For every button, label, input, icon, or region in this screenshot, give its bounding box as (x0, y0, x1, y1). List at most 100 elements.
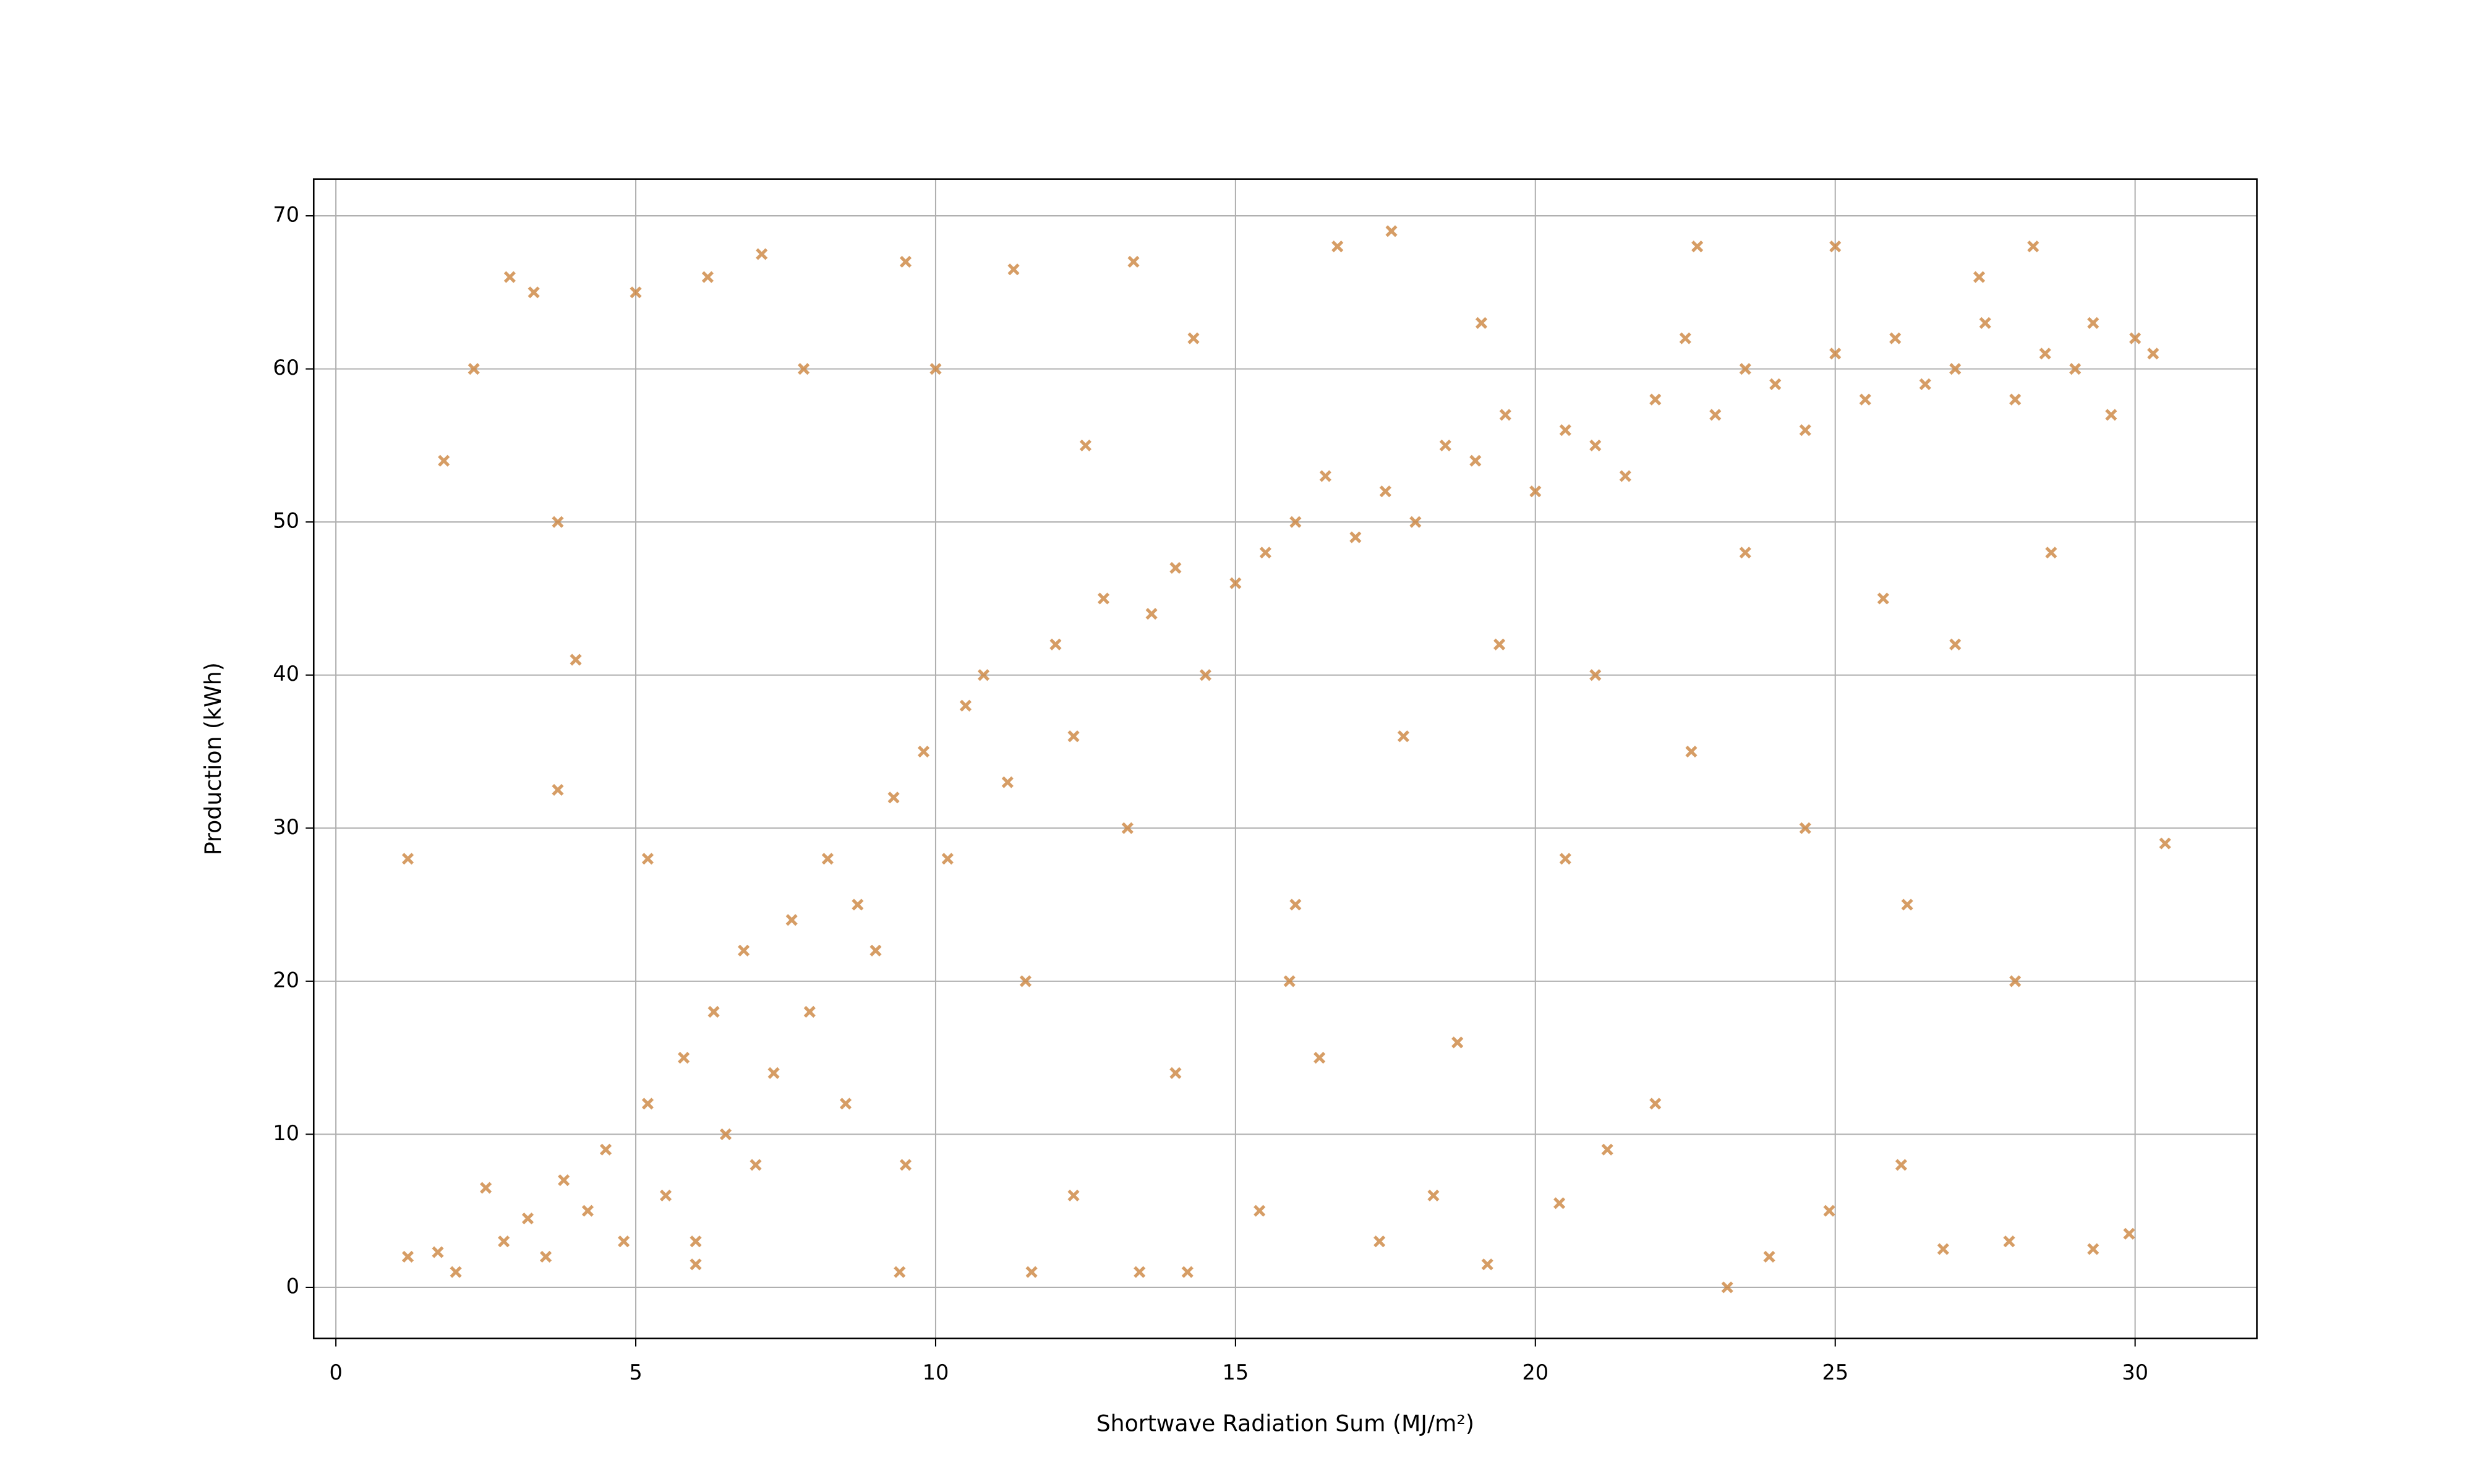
point (521, 1212, 534, 1225)
point-stroke (894, 1266, 906, 1278)
point-stroke (1289, 898, 1302, 911)
point (1439, 439, 1451, 451)
point-stroke (1254, 1205, 1266, 1217)
point (1553, 1197, 1566, 1209)
point-stroke (1079, 439, 1092, 451)
point (690, 1235, 702, 1248)
point-stroke (1589, 669, 1602, 681)
x-tick-label: 15 (1222, 1360, 1249, 1384)
point-stroke (2159, 837, 2171, 850)
point (701, 271, 714, 283)
point (1121, 822, 1134, 834)
grid (314, 179, 2257, 1339)
point (1493, 638, 1506, 650)
point (1763, 1250, 1775, 1263)
point-stroke (917, 745, 930, 758)
point (785, 914, 798, 926)
point (803, 1005, 816, 1018)
point-stroke (1289, 516, 1302, 528)
point-stroke (1721, 1281, 1733, 1294)
point-stroke (521, 1212, 534, 1225)
point (1769, 378, 1782, 390)
point-stroke (539, 1250, 552, 1263)
y-tick-label: 60 (273, 356, 299, 380)
point (678, 1052, 690, 1064)
point-stroke (1169, 1067, 1182, 1079)
point-stroke (2087, 317, 2099, 329)
point-stroke (1127, 255, 1140, 268)
point (1739, 547, 1751, 559)
x-tick-label: 10 (923, 1360, 949, 1384)
point (468, 363, 480, 375)
point (719, 1128, 732, 1141)
point-stroke (1385, 225, 1398, 237)
point (1559, 424, 1571, 437)
point (1331, 240, 1344, 253)
point-stroke (1763, 1250, 1775, 1263)
point (1601, 1143, 1613, 1156)
point-stroke (690, 1235, 702, 1248)
point-stroke (1007, 263, 1020, 276)
point-stroke (2027, 240, 2039, 253)
point-stroke (1187, 332, 1200, 344)
point (869, 944, 882, 957)
point-stroke (1199, 669, 1211, 681)
point-stroke (1469, 454, 1482, 467)
point-stroke (1283, 975, 1296, 987)
point (1937, 1243, 1949, 1255)
point (1649, 1098, 1662, 1110)
point-stroke (1877, 592, 1889, 605)
point (552, 516, 564, 528)
point-stroke (1739, 363, 1751, 375)
point (401, 853, 414, 865)
point-stroke (498, 1235, 510, 1248)
point (1685, 745, 1698, 758)
point-stroke (1313, 1052, 1326, 1064)
point (839, 1098, 852, 1110)
point-stroke (1331, 240, 1344, 253)
point-stroke (798, 363, 810, 375)
point-stroke (1619, 470, 1631, 482)
point-stroke (839, 1098, 852, 1110)
marks (401, 225, 2171, 1294)
point (2045, 547, 2057, 559)
point (2003, 1235, 2015, 1248)
point-stroke (570, 654, 582, 666)
point-stroke (899, 255, 912, 268)
point-stroke (852, 898, 864, 911)
x-tick-label: 25 (1822, 1360, 1848, 1384)
point-stroke (1769, 378, 1782, 390)
point (1313, 1052, 1326, 1064)
point-stroke (959, 699, 972, 712)
x-axis-label: Shortwave Radiation Sum (MJ/m²) (1096, 1410, 1474, 1436)
x-tick-label: 20 (1522, 1360, 1548, 1384)
point-stroke (1679, 332, 1691, 344)
y-tick-label: 30 (273, 815, 299, 839)
point-stroke (1067, 1189, 1080, 1202)
point (2147, 348, 2159, 360)
point (1001, 776, 1014, 788)
point-stroke (2009, 975, 2022, 987)
point-stroke (581, 1205, 594, 1217)
point (1349, 531, 1362, 544)
point (798, 363, 810, 375)
point (767, 1067, 780, 1079)
point (1589, 439, 1602, 451)
point (498, 1235, 510, 1248)
point (1877, 592, 1889, 605)
point (1373, 1235, 1386, 1248)
point-stroke (432, 1246, 444, 1258)
point-stroke (756, 248, 768, 260)
point-stroke (678, 1052, 690, 1064)
point-stroke (1397, 730, 1410, 743)
point (2069, 363, 2082, 375)
point-stroke (1979, 317, 1991, 329)
point-stroke (503, 271, 516, 283)
point (1559, 853, 1571, 865)
point (1481, 1258, 1493, 1271)
point (1619, 470, 1631, 482)
point (1451, 1036, 1464, 1049)
point (1469, 454, 1482, 467)
point (750, 1159, 762, 1171)
